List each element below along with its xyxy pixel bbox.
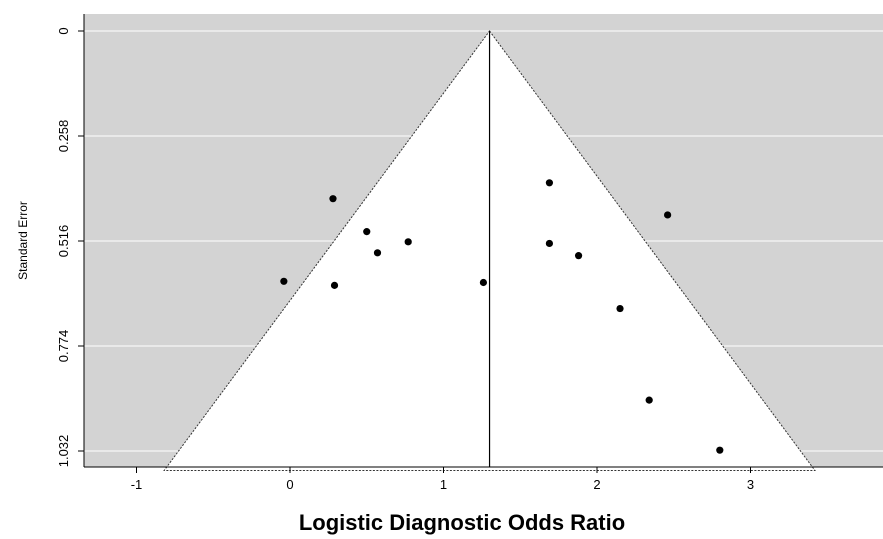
y-tick-label: 0.774: [56, 330, 71, 363]
x-axis-title: Logistic Diagnostic Odds Ratio: [299, 510, 625, 535]
data-point: [574, 252, 583, 260]
data-point: [363, 228, 371, 236]
data-point: [404, 238, 412, 246]
data-point: [329, 195, 337, 203]
y-axis-title: Standard Error: [16, 201, 30, 280]
y-tick-label: 1.032: [56, 435, 71, 468]
data-point: [664, 211, 672, 219]
data-point: [545, 239, 554, 248]
x-tick-label: -1: [131, 477, 143, 492]
data-point: [373, 249, 382, 257]
data-points: [280, 179, 724, 454]
y-tick-label: 0: [56, 27, 71, 34]
x-tick-label: 1: [440, 477, 447, 492]
x-tick-label: 2: [593, 477, 600, 492]
data-point: [616, 304, 624, 313]
x-tick-label: 0: [286, 477, 293, 492]
data-point: [280, 277, 288, 285]
axes: -1 0 1 2 3 0 0.258 0.516 0.774 1.032: [56, 14, 883, 492]
data-point: [479, 278, 488, 287]
y-tick-label: 0.258: [56, 120, 71, 153]
y-tick-label: 0.516: [56, 225, 71, 258]
data-point: [545, 179, 554, 187]
data-point: [330, 281, 339, 289]
data-point: [716, 446, 724, 454]
data-point: [645, 396, 653, 404]
x-tick-label: 3: [747, 477, 754, 492]
